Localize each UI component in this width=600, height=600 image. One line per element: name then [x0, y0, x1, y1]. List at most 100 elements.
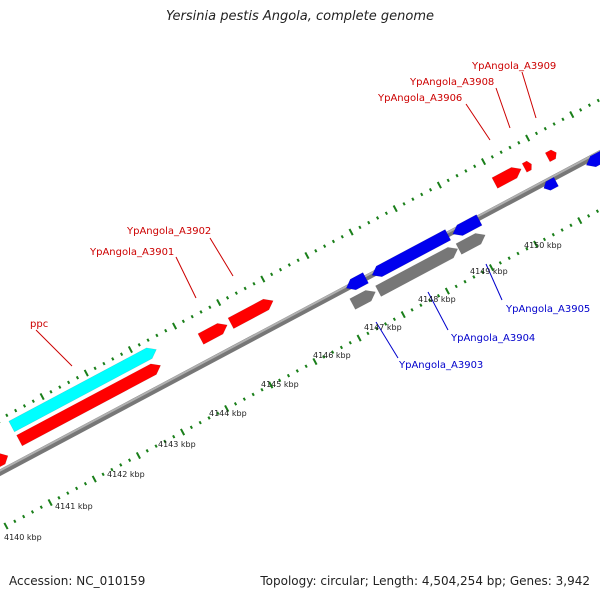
gene-a3905-shape — [452, 214, 483, 236]
outer-tick-mark — [517, 140, 521, 145]
gene-a3902 — [227, 298, 274, 329]
gene-a3909-shape — [544, 149, 557, 163]
inner-tick-mark — [101, 472, 105, 477]
gene-a3905-other-shape — [455, 233, 486, 255]
label-leader-7 — [495, 87, 511, 129]
inner-tick-mark — [383, 322, 388, 326]
inner-tick-mark — [135, 451, 141, 460]
outer-tick-mark — [278, 267, 283, 272]
inner-tick-mark — [348, 340, 352, 345]
tick-label: 4140 kbp — [4, 533, 42, 542]
outer-tick-mark — [146, 338, 150, 342]
outer-tick-mark — [67, 380, 71, 385]
gene-a3901 — [197, 323, 228, 345]
outer-tick-mark — [331, 239, 336, 244]
outer-tick-mark — [296, 258, 300, 263]
gene-a3906-shape — [491, 167, 522, 189]
gene-minus-edge-shape — [585, 149, 600, 168]
gene-label: YpAngola_A3908 — [409, 77, 494, 88]
gene-label: YpAngola_A3909 — [471, 61, 556, 72]
inner-tick-mark — [569, 223, 573, 228]
outer-tick-mark — [384, 211, 388, 216]
inner-tick-mark — [516, 251, 520, 256]
inner-tick-mark — [366, 331, 370, 336]
inner-tick-mark — [444, 287, 450, 295]
inner-tick-mark — [331, 350, 335, 354]
outer-tick-mark — [340, 234, 344, 239]
inner-tick-mark — [110, 467, 114, 472]
gene-a3902-shape — [227, 298, 274, 329]
outer-tick-mark — [155, 333, 159, 338]
gene-a3908-shape — [521, 160, 532, 173]
tick-label: 4141 kbp — [55, 502, 93, 511]
outer-tick-mark — [375, 216, 380, 220]
inner-tick-mark — [560, 228, 564, 232]
outer-tick-mark — [314, 249, 318, 253]
tick-label: 4142 kbp — [107, 470, 145, 479]
inner-tick-mark — [127, 458, 132, 463]
outer-tick-mark — [587, 103, 592, 107]
outer-tick-mark — [473, 164, 477, 169]
outer-tick-mark — [569, 111, 575, 119]
genome-stats-text: Topology: circular; Length: 4,504,254 bp… — [260, 574, 590, 588]
outer-tick-mark — [270, 272, 274, 277]
inner-tick-mark — [304, 364, 308, 369]
outer-tick-mark — [119, 352, 124, 357]
outer-tick-mark — [190, 314, 194, 319]
inner-tick-mark — [488, 264, 495, 272]
outer-tick-mark — [31, 399, 35, 404]
tick-label-group: 4140 kbp 4141 kbp 4142 kbp 4143 kbp 4144 kbp… — [4, 241, 562, 542]
outer-tick-mark — [127, 345, 133, 354]
gene-label: YpAngola_A3903 — [398, 360, 483, 371]
inner-tick-mark — [375, 326, 379, 331]
outer-tick-mark — [464, 169, 468, 173]
inner-tick-mark — [428, 298, 432, 303]
gene-a3904-other — [375, 247, 459, 297]
outer-tick-mark — [102, 361, 106, 366]
inner-tick-mark — [216, 411, 220, 416]
inner-tick-mark — [189, 425, 193, 430]
label-leader-5 — [485, 263, 503, 301]
tick-label: 4149 kbp — [470, 267, 508, 276]
gene-label: YpAngola_A3901 — [89, 247, 174, 258]
inner-tick-mark — [224, 404, 230, 413]
gene-minus-small — [543, 176, 559, 191]
outer-tick-mark — [552, 122, 556, 126]
edge-gene — [0, 453, 9, 470]
outer-tick-mark — [499, 150, 503, 154]
label-leader-1 — [175, 256, 197, 299]
ppc-gene-shape — [16, 363, 161, 447]
inner-tick-mark — [322, 355, 326, 359]
inner-tick-mark — [251, 392, 255, 397]
inner-tick-mark — [172, 434, 176, 439]
inner-tick-mark — [454, 284, 458, 289]
outer-tick-mark — [534, 131, 539, 136]
outer-tick-mark — [164, 328, 168, 333]
outer-tick-track — [0, 98, 600, 423]
ppc-gene — [16, 363, 161, 447]
outer-tick-mark — [579, 108, 583, 112]
tick-label: 4143 kbp — [158, 440, 196, 449]
inner-tick-mark — [551, 232, 555, 237]
outer-tick-mark — [436, 181, 442, 189]
outer-tick-mark — [83, 369, 89, 377]
genome-backbone-highlight — [0, 150, 600, 472]
inner-tick-mark — [410, 308, 414, 312]
outer-tick-mark — [287, 263, 291, 267]
outer-tick-mark — [525, 134, 531, 142]
outer-tick-mark — [411, 197, 415, 201]
feature-track — [0, 149, 600, 470]
outer-tick-mark — [402, 202, 406, 206]
tick-label: 4147 kbp — [364, 323, 402, 332]
gene-a3905 — [452, 214, 483, 236]
outer-tick-mark — [199, 310, 203, 314]
ppc-rna — [8, 347, 157, 433]
outer-tick-mark — [172, 322, 178, 330]
inner-tick-mark — [436, 293, 441, 298]
outer-tick-mark — [392, 205, 398, 213]
map-title: Yersinia pestis Angola, complete genome — [166, 9, 434, 24]
inner-tick-mark — [39, 505, 43, 510]
gene-a3904-other-shape — [375, 247, 459, 297]
outer-tick-mark — [5, 413, 9, 418]
